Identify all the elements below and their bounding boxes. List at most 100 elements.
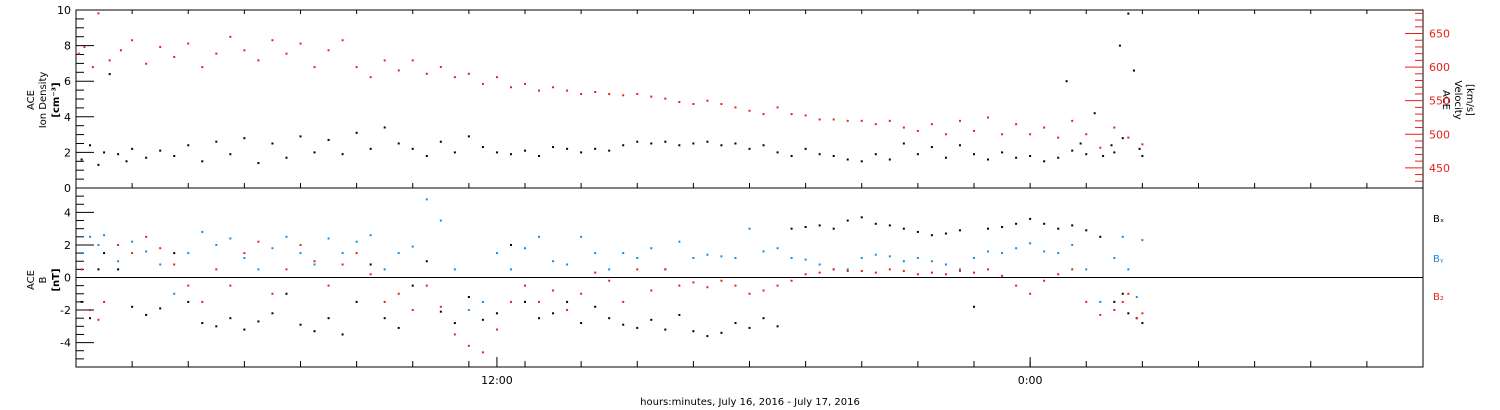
field-point-bx xyxy=(243,328,246,331)
field-point-bx xyxy=(1141,322,1144,325)
field-point-bx xyxy=(944,232,947,235)
field-point-bx xyxy=(453,322,456,325)
field-point-bx xyxy=(411,284,414,287)
y-tick-label-left-bottom: -4 xyxy=(60,337,71,350)
field-point-by xyxy=(97,243,100,246)
field-point-by xyxy=(1121,235,1124,238)
field-point-bz xyxy=(608,279,611,282)
field-point-by xyxy=(622,252,625,255)
velocity-point xyxy=(285,52,288,55)
field-point-bz xyxy=(369,273,372,276)
velocity-point xyxy=(973,129,975,132)
field-point-bz xyxy=(1099,313,1102,316)
field-point-bz xyxy=(958,269,961,272)
field-point-bx xyxy=(369,263,372,266)
velocity-point xyxy=(594,90,597,93)
density-point xyxy=(1102,154,1105,157)
velocity-point xyxy=(1029,133,1032,136)
density-point xyxy=(1093,112,1096,115)
velocity-point xyxy=(1015,123,1018,126)
density-point xyxy=(692,142,695,145)
field-point-bx xyxy=(580,322,583,325)
density-point xyxy=(748,147,751,150)
density-point xyxy=(509,153,512,156)
field-point-bx xyxy=(103,252,106,255)
density-point xyxy=(987,158,990,161)
field-point-bz xyxy=(1135,317,1138,320)
field-point-bx xyxy=(271,312,274,315)
field-point-bx xyxy=(383,317,386,320)
density-point xyxy=(804,147,807,150)
x-tick-label: 0:00 xyxy=(1018,374,1043,387)
y-tick-label-right-top: 450 xyxy=(1429,162,1450,175)
field-point-bx xyxy=(1099,235,1102,238)
density-point xyxy=(1001,151,1004,154)
field-point-by xyxy=(776,247,779,250)
field-point-by xyxy=(818,263,821,266)
field-point-bz xyxy=(832,268,835,271)
field-point-bx xyxy=(495,312,498,315)
velocity-point xyxy=(397,69,400,72)
density-point xyxy=(229,153,232,156)
field-point-by xyxy=(1043,250,1046,253)
velocity-point xyxy=(902,126,905,129)
velocity-point xyxy=(888,119,891,122)
density-point xyxy=(776,151,779,154)
density-point xyxy=(916,153,919,156)
velocity-point xyxy=(524,82,526,85)
field-point-bx xyxy=(860,216,863,219)
density-point xyxy=(958,144,961,147)
field-point-bx xyxy=(916,230,919,233)
field-point-bx xyxy=(734,322,737,325)
field-point-bx xyxy=(636,326,639,329)
field-point-bz xyxy=(973,271,975,274)
velocity-point xyxy=(664,97,667,100)
field-point-bx xyxy=(1043,222,1046,225)
field-point-bx xyxy=(973,305,975,308)
velocity-point xyxy=(720,103,723,106)
y-tick-label-right-top: 600 xyxy=(1429,61,1450,74)
field-point-bz xyxy=(846,269,849,272)
field-point-by xyxy=(1001,252,1004,255)
field-point-bz xyxy=(678,284,681,287)
field-point-by xyxy=(327,237,330,240)
field-point-bz xyxy=(201,300,204,303)
density-point xyxy=(327,138,330,141)
density-point xyxy=(888,158,891,161)
field-point-bz xyxy=(1015,284,1018,287)
velocity-point xyxy=(97,12,100,15)
field-point-bz xyxy=(524,284,526,287)
velocity-point xyxy=(1141,143,1144,146)
field-point-bz xyxy=(818,271,821,274)
velocity-point xyxy=(832,118,835,121)
velocity-point xyxy=(243,49,246,52)
density-point xyxy=(1079,142,1082,145)
field-point-bz xyxy=(1141,312,1144,315)
field-point-bx xyxy=(524,300,526,303)
field-point-bz xyxy=(902,269,905,272)
density-point xyxy=(285,156,288,159)
field-point-bx xyxy=(650,318,653,321)
field-point-by xyxy=(720,255,723,258)
density-point xyxy=(1015,156,1018,159)
velocity-point xyxy=(327,49,330,52)
field-point-bz xyxy=(397,292,400,295)
top-left-title-line: Ion Density xyxy=(38,72,49,129)
field-point-by xyxy=(1141,239,1144,242)
velocity-point xyxy=(538,89,541,92)
velocity-point xyxy=(369,76,372,79)
velocity-point xyxy=(944,133,947,136)
field-point-by xyxy=(762,250,765,253)
velocity-point xyxy=(159,45,162,48)
density-point xyxy=(187,144,190,147)
y-tick-label-left-top: 6 xyxy=(64,75,71,88)
field-point-bx xyxy=(215,325,218,328)
velocity-point xyxy=(1127,136,1130,139)
velocity-point xyxy=(145,62,148,65)
field-point-by xyxy=(481,300,484,303)
field-point-bx xyxy=(958,229,961,232)
field-point-bz xyxy=(257,240,260,243)
field-point-bz xyxy=(327,284,330,287)
velocity-point xyxy=(650,95,653,98)
field-point-by xyxy=(930,260,933,263)
